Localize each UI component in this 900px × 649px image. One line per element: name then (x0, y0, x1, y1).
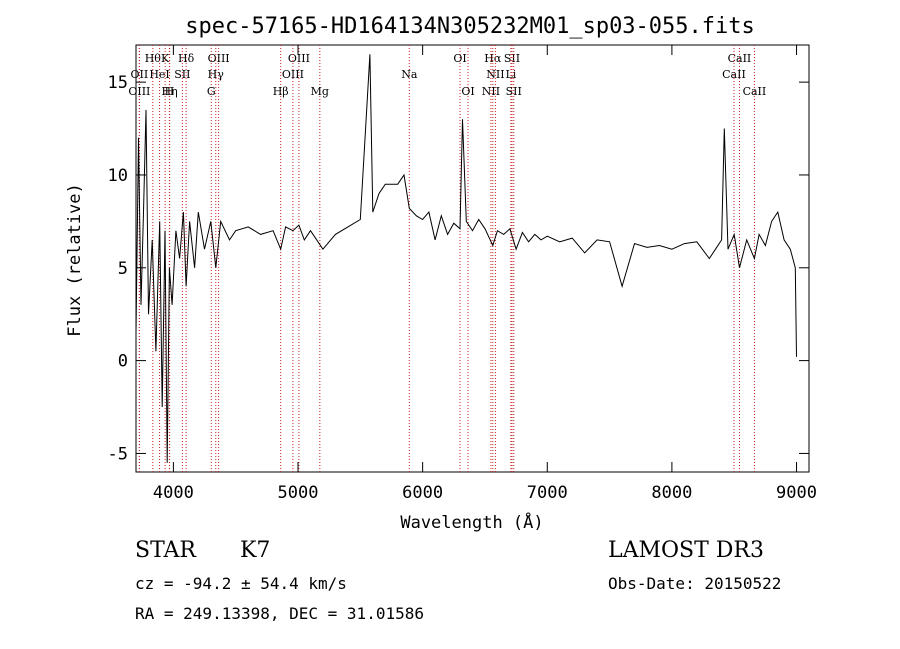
line-mark-label: SII (504, 52, 520, 65)
line-mark-label: K (161, 52, 170, 65)
survey-name: LAMOST DR3 (608, 538, 764, 563)
y-tick-label: -5 (108, 444, 128, 464)
line-mark-label: Li (505, 68, 516, 81)
x-tick-label: 4000 (153, 483, 194, 503)
line-mark-label: Hγ (208, 68, 225, 81)
x-tick-label: 9000 (776, 483, 817, 503)
line-mark-label: Hβ (273, 85, 289, 98)
plot-frame (135, 44, 810, 473)
line-mark-label: OIII (208, 52, 230, 65)
object-class: STAR (135, 538, 196, 563)
line-mark-label: NII (482, 85, 500, 98)
line-mark-label: CaII (743, 85, 767, 98)
line-mark-label: SII (174, 68, 190, 81)
line-mark-label: CaII (728, 52, 752, 65)
line-mark-label: OIII (282, 68, 304, 81)
redshift-velocity: cz = -94.2 ± 54.4 km/s (135, 574, 347, 593)
chart-title: spec-57165-HD164134N305232M01_sp03-055.f… (185, 14, 755, 39)
y-tick-label: 0 (118, 352, 128, 372)
spectrum-line (135, 54, 797, 463)
line-mark-label: CaII (722, 68, 746, 81)
coordinates: RA = 249.13398, DEC = 31.01586 (135, 604, 424, 623)
line-mark-label: Hδ (178, 52, 195, 65)
line-mark-label: OI (461, 85, 474, 98)
x-tick-label: 5000 (278, 483, 319, 503)
y-axis-label: Flux (relative) (65, 183, 85, 337)
line-mark-label: SII (506, 85, 522, 98)
line-mark-label: OIII (288, 52, 310, 65)
spectral-subclass: K7 (240, 538, 271, 563)
line-mark-label: Hθ (145, 52, 162, 65)
line-mark-label: OII (131, 68, 149, 81)
line-mark-label: HeI (149, 68, 169, 81)
line-mark-label: Hα (484, 52, 502, 65)
line-mark-label: OI (453, 52, 466, 65)
x-tick-label: 8000 (651, 483, 692, 503)
y-tick-label: 10 (108, 166, 128, 186)
axes: 4000 5000 6000 7000 8000 9000 -5 0 5 10 15 (108, 45, 817, 503)
line-mark-label: Mg (311, 85, 329, 98)
x-tick-label: 7000 (527, 483, 568, 503)
x-axis-label: Wavelength (Å) (400, 511, 543, 533)
y-tick-label: 5 (118, 259, 128, 279)
line-mark-label: G (207, 85, 216, 98)
line-mark-label: H (165, 85, 175, 98)
line-mark-label: OIII (128, 85, 150, 98)
x-tick-label: 6000 (402, 483, 443, 503)
line-mark-label: Hη (162, 85, 178, 98)
observation-date: Obs-Date: 20150522 (608, 574, 782, 593)
line-mark-label: NII (486, 68, 504, 81)
y-tick-label: 15 (108, 73, 128, 93)
line-mark-label: Na (401, 68, 418, 81)
